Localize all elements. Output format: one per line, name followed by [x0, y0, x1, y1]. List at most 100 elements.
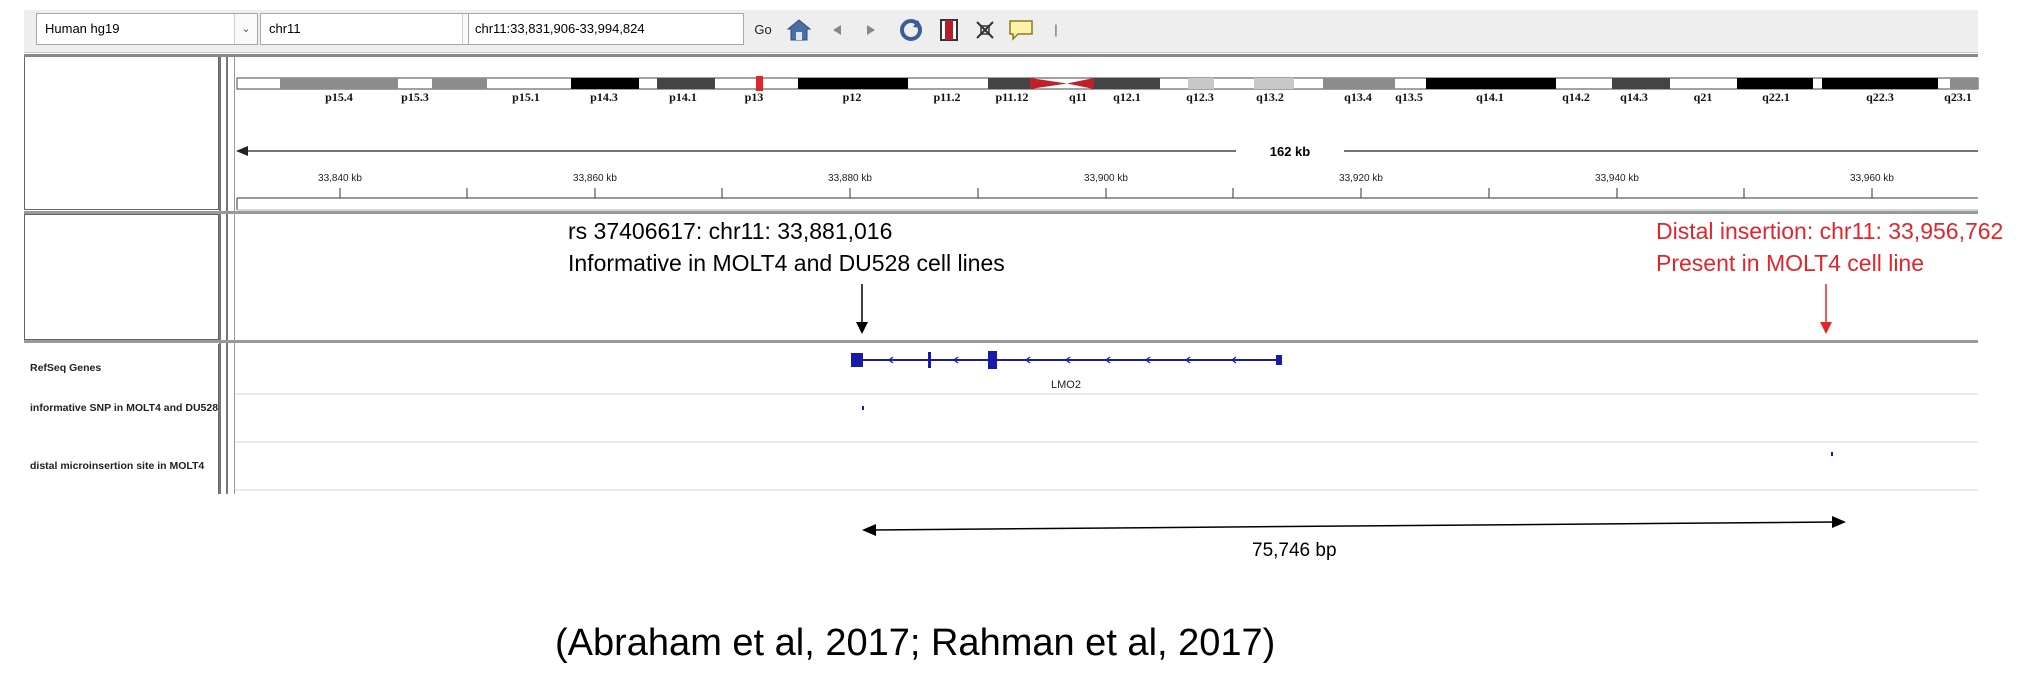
span-indicator: 162 kb [236, 144, 1978, 159]
current-region-marker [756, 76, 763, 91]
chromosome-select-value: chr11 [269, 21, 301, 36]
home-icon[interactable] [784, 14, 814, 46]
forward-arrow-icon[interactable] [856, 14, 886, 46]
snp-pointer-arrow [856, 284, 868, 334]
band-label: p11.2 [933, 90, 960, 104]
band-label: q13.2 [1256, 90, 1284, 104]
band-label: q22.3 [1866, 90, 1894, 104]
band-label: p15.3 [401, 90, 429, 104]
centromere-q [1067, 78, 1094, 89]
snp-feature[interactable] [862, 406, 864, 410]
band-label: q14.2 [1562, 90, 1590, 104]
panel-splitter[interactable] [226, 56, 228, 494]
band-p11.12 [988, 78, 1030, 89]
band-label: q12.3 [1186, 90, 1214, 104]
band-label: q23.1 [1944, 90, 1972, 104]
band-p14.1 [657, 78, 715, 89]
resize-to-window-icon[interactable] [970, 14, 1000, 46]
band-labels: p15.4 p15.3 p15.1 p14.3 p14.1 p13 p12 p1… [325, 90, 1972, 104]
ruler-tick-label: 33,840 kb [318, 173, 362, 184]
data-panel-edge [234, 56, 235, 494]
band-p15.4 [280, 78, 398, 89]
panel-divider[interactable] [24, 54, 1978, 57]
genome-select-value: Human hg19 [45, 21, 120, 36]
band-label: p13 [745, 90, 764, 104]
band-label: p14.1 [669, 90, 697, 104]
chromosome-ideogram[interactable] [236, 76, 1979, 91]
ruler-tick-label: 33,920 kb [1339, 173, 1383, 184]
band-q12.3 [1188, 78, 1214, 89]
centromere-p [1030, 78, 1067, 89]
ruler[interactable]: 33,840 kb 33,860 kb 33,880 kb 33,900 kb … [236, 173, 1978, 211]
distance-arrow [862, 516, 1846, 536]
insertion-pointer-arrow [1820, 284, 1832, 334]
band-q22.1 [1737, 78, 1813, 89]
band-p12 [798, 78, 908, 89]
annotation-name-panel [24, 214, 219, 340]
exon [988, 351, 997, 369]
span-label: 162 kb [1270, 144, 1311, 159]
band-label: q13.4 [1344, 90, 1372, 104]
band-label: q21 [1694, 90, 1713, 104]
ideogram-name-panel [24, 56, 219, 210]
panel-divider[interactable] [24, 340, 1978, 343]
ruler-tick-label: 33,940 kb [1595, 173, 1639, 184]
panel-divider[interactable] [24, 211, 1978, 214]
distance-label: 75,746 bp [1252, 540, 1337, 561]
go-button[interactable]: Go [754, 22, 772, 37]
band-label: q14.3 [1620, 90, 1648, 104]
ruler-tick-label: 33,960 kb [1850, 173, 1894, 184]
band-label: p14.3 [590, 90, 618, 104]
gene-lmo2[interactable] [851, 351, 1282, 369]
gene-label: LMO2 [1051, 379, 1081, 391]
genome-select[interactable]: Human hg19 ⌄ [36, 13, 258, 45]
band-label: q22.1 [1762, 90, 1790, 104]
track-label-snp[interactable]: informative SNP in MOLT4 and DU528 [30, 402, 219, 414]
band-q14.3 [1612, 78, 1670, 89]
band-q14.1 [1426, 78, 1556, 89]
track-name-panel [24, 344, 219, 494]
band-p14.3 [571, 78, 639, 89]
insertion-annotation-subtitle: Present in MOLT4 cell line [1656, 250, 1925, 276]
band-label: q12.1 [1113, 90, 1141, 104]
insertion-annotation-title: Distal insertion: chr11: 33,956,762 [1656, 218, 2004, 244]
track-label-insertion[interactable]: distal microinsertion site in MOLT4 [30, 460, 205, 472]
band-q12.1 [1094, 78, 1160, 89]
band-label: p11.12 [995, 90, 1028, 104]
toolbar-separator: | [1054, 22, 1058, 37]
band-label: q11 [1069, 90, 1087, 104]
band-label: p15.1 [512, 90, 540, 104]
locus-input[interactable]: chr11:33,831,906-33,994,824 [468, 13, 744, 45]
exon [851, 353, 863, 367]
band-label: q13.5 [1395, 90, 1423, 104]
exon [928, 352, 931, 368]
band-q22.3 [1822, 78, 1938, 89]
panel-splitter[interactable] [219, 56, 221, 494]
popup-text-icon[interactable] [1006, 14, 1036, 46]
snp-annotation-subtitle: Informative in MOLT4 and DU528 cell line… [568, 250, 1005, 276]
region-of-interest-icon[interactable] [934, 14, 964, 46]
citation: (Abraham et al, 2017; Rahman et al, 2017… [555, 622, 1276, 664]
refresh-icon[interactable] [896, 14, 926, 46]
exon [1276, 355, 1282, 365]
ruler-tick-label: 33,880 kb [828, 173, 872, 184]
back-arrow-icon[interactable] [822, 14, 852, 46]
arrow-down-icon [1820, 322, 1832, 334]
chevron-down-icon[interactable]: ⌄ [234, 14, 257, 44]
band-q13.4 [1323, 78, 1395, 89]
toolbar: Human hg19 ⌄ chr11 ⌄ chr11:33,831,906-33… [24, 10, 1978, 53]
chromosome-select[interactable]: chr11 ⌄ [260, 13, 486, 45]
band-label: q14.1 [1476, 90, 1504, 104]
band-label: p12 [843, 90, 862, 104]
snp-annotation-title: rs 37406617: chr11: 33,881,016 [568, 218, 893, 244]
track-label-refseq[interactable]: RefSeq Genes [30, 362, 102, 374]
insertion-feature[interactable] [1831, 452, 1833, 456]
arrow-down-icon [856, 322, 868, 334]
band-q13.2 [1254, 78, 1294, 89]
ruler-tick-label: 33,860 kb [573, 173, 617, 184]
span-arrow-icon [236, 146, 248, 156]
band-q23.1 [1950, 78, 1978, 89]
band-label: p15.4 [325, 90, 353, 104]
band-p15.3 [432, 78, 487, 89]
